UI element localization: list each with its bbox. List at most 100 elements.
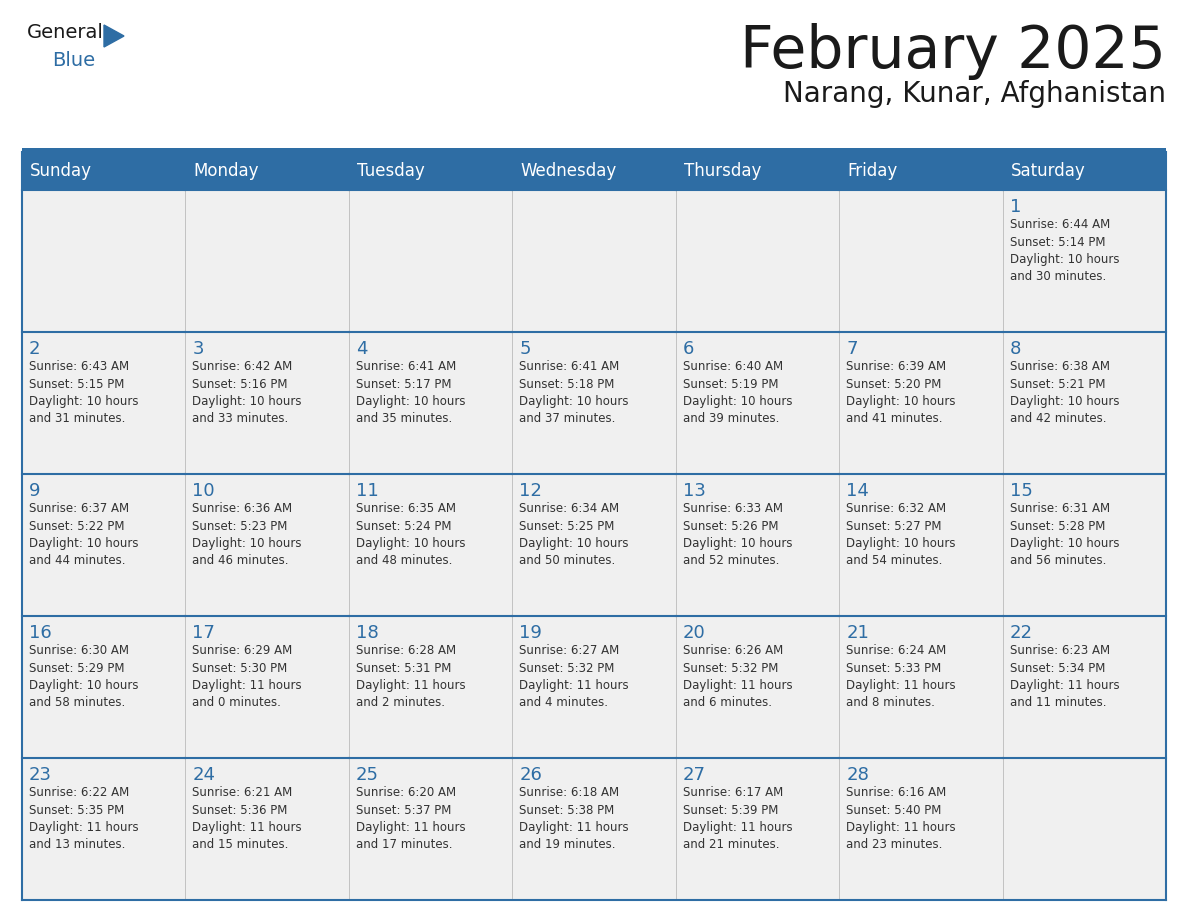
Text: 11: 11 [356,482,379,500]
Text: 26: 26 [519,766,542,784]
Text: Sunrise: 6:23 AM
Sunset: 5:34 PM
Daylight: 11 hours
and 11 minutes.: Sunrise: 6:23 AM Sunset: 5:34 PM Dayligh… [1010,644,1119,710]
Text: Tuesday: Tuesday [356,162,424,180]
Text: Sunrise: 6:30 AM
Sunset: 5:29 PM
Daylight: 10 hours
and 58 minutes.: Sunrise: 6:30 AM Sunset: 5:29 PM Dayligh… [29,644,139,710]
Text: 12: 12 [519,482,542,500]
Text: Sunrise: 6:33 AM
Sunset: 5:26 PM
Daylight: 10 hours
and 52 minutes.: Sunrise: 6:33 AM Sunset: 5:26 PM Dayligh… [683,502,792,567]
Bar [185,190,349,332]
Bar [23,474,185,616]
Text: Sunrise: 6:27 AM
Sunset: 5:32 PM
Daylight: 11 hours
and 4 minutes.: Sunrise: 6:27 AM Sunset: 5:32 PM Dayligh… [519,644,628,710]
Bar [512,190,676,332]
Text: 20: 20 [683,624,706,642]
Text: Sunrise: 6:26 AM
Sunset: 5:32 PM
Daylight: 11 hours
and 6 minutes.: Sunrise: 6:26 AM Sunset: 5:32 PM Dayligh… [683,644,792,710]
Text: 27: 27 [683,766,706,784]
Text: 16: 16 [29,624,52,642]
Text: 22: 22 [1010,624,1032,642]
Text: Sunrise: 6:38 AM
Sunset: 5:21 PM
Daylight: 10 hours
and 42 minutes.: Sunrise: 6:38 AM Sunset: 5:21 PM Dayligh… [1010,360,1119,426]
Text: 7: 7 [846,340,858,358]
Bar [1003,474,1165,616]
Text: 5: 5 [519,340,531,358]
Text: 19: 19 [519,624,542,642]
Bar [1003,616,1165,758]
Polygon shape [105,25,124,47]
Bar [349,616,512,758]
Text: Narang, Kunar, Afghanistan: Narang, Kunar, Afghanistan [783,80,1165,108]
Bar [349,474,512,616]
Text: Sunrise: 6:28 AM
Sunset: 5:31 PM
Daylight: 11 hours
and 2 minutes.: Sunrise: 6:28 AM Sunset: 5:31 PM Dayligh… [356,644,466,710]
Bar [512,616,676,758]
Text: 28: 28 [846,766,868,784]
Bar [349,332,512,474]
Bar [185,616,349,758]
Text: 14: 14 [846,482,868,500]
Text: Monday: Monday [194,162,259,180]
Text: Sunrise: 6:22 AM
Sunset: 5:35 PM
Daylight: 11 hours
and 13 minutes.: Sunrise: 6:22 AM Sunset: 5:35 PM Dayligh… [29,786,139,852]
Bar [185,758,349,900]
Text: Sunrise: 6:18 AM
Sunset: 5:38 PM
Daylight: 11 hours
and 19 minutes.: Sunrise: 6:18 AM Sunset: 5:38 PM Dayligh… [519,786,628,852]
Text: 15: 15 [1010,482,1032,500]
Text: 8: 8 [1010,340,1020,358]
Bar [23,148,1165,152]
Text: 3: 3 [192,340,204,358]
Text: 21: 21 [846,624,868,642]
Bar [839,616,1003,758]
Text: General: General [27,23,103,42]
Text: 13: 13 [683,482,706,500]
Bar [512,758,676,900]
Bar [676,474,839,616]
Bar [839,758,1003,900]
Text: Sunrise: 6:44 AM
Sunset: 5:14 PM
Daylight: 10 hours
and 30 minutes.: Sunrise: 6:44 AM Sunset: 5:14 PM Dayligh… [1010,218,1119,284]
Text: Sunrise: 6:31 AM
Sunset: 5:28 PM
Daylight: 10 hours
and 56 minutes.: Sunrise: 6:31 AM Sunset: 5:28 PM Dayligh… [1010,502,1119,567]
Text: Saturday: Saturday [1011,162,1086,180]
Text: Sunrise: 6:42 AM
Sunset: 5:16 PM
Daylight: 10 hours
and 33 minutes.: Sunrise: 6:42 AM Sunset: 5:16 PM Dayligh… [192,360,302,426]
Bar [676,190,839,332]
Bar [1003,758,1165,900]
Bar [23,758,185,900]
Text: Sunrise: 6:39 AM
Sunset: 5:20 PM
Daylight: 10 hours
and 41 minutes.: Sunrise: 6:39 AM Sunset: 5:20 PM Dayligh… [846,360,955,426]
Bar [839,190,1003,332]
Text: 2: 2 [29,340,40,358]
Text: 6: 6 [683,340,694,358]
Bar [23,332,185,474]
Text: Sunrise: 6:36 AM
Sunset: 5:23 PM
Daylight: 10 hours
and 46 minutes.: Sunrise: 6:36 AM Sunset: 5:23 PM Dayligh… [192,502,302,567]
Text: Sunrise: 6:24 AM
Sunset: 5:33 PM
Daylight: 11 hours
and 8 minutes.: Sunrise: 6:24 AM Sunset: 5:33 PM Dayligh… [846,644,956,710]
Text: Sunrise: 6:37 AM
Sunset: 5:22 PM
Daylight: 10 hours
and 44 minutes.: Sunrise: 6:37 AM Sunset: 5:22 PM Dayligh… [29,502,139,567]
Text: Thursday: Thursday [684,162,762,180]
Bar [23,190,185,332]
Bar [676,758,839,900]
Text: Sunrise: 6:41 AM
Sunset: 5:17 PM
Daylight: 10 hours
and 35 minutes.: Sunrise: 6:41 AM Sunset: 5:17 PM Dayligh… [356,360,466,426]
Text: Sunrise: 6:35 AM
Sunset: 5:24 PM
Daylight: 10 hours
and 48 minutes.: Sunrise: 6:35 AM Sunset: 5:24 PM Dayligh… [356,502,466,567]
Text: Sunrise: 6:41 AM
Sunset: 5:18 PM
Daylight: 10 hours
and 37 minutes.: Sunrise: 6:41 AM Sunset: 5:18 PM Dayligh… [519,360,628,426]
Bar [349,190,512,332]
Bar [1003,190,1165,332]
Text: 1: 1 [1010,198,1020,216]
Text: 18: 18 [356,624,379,642]
Bar [185,332,349,474]
Bar [512,474,676,616]
Bar [1003,332,1165,474]
Bar [676,616,839,758]
Text: Friday: Friday [847,162,897,180]
Text: Sunrise: 6:40 AM
Sunset: 5:19 PM
Daylight: 10 hours
and 39 minutes.: Sunrise: 6:40 AM Sunset: 5:19 PM Dayligh… [683,360,792,426]
Text: Sunrise: 6:43 AM
Sunset: 5:15 PM
Daylight: 10 hours
and 31 minutes.: Sunrise: 6:43 AM Sunset: 5:15 PM Dayligh… [29,360,139,426]
Bar [23,616,185,758]
Text: 24: 24 [192,766,215,784]
Bar [839,474,1003,616]
Text: Sunrise: 6:16 AM
Sunset: 5:40 PM
Daylight: 11 hours
and 23 minutes.: Sunrise: 6:16 AM Sunset: 5:40 PM Dayligh… [846,786,956,852]
Text: Sunrise: 6:20 AM
Sunset: 5:37 PM
Daylight: 11 hours
and 17 minutes.: Sunrise: 6:20 AM Sunset: 5:37 PM Dayligh… [356,786,466,852]
Text: 9: 9 [29,482,40,500]
Bar [185,474,349,616]
Bar [512,332,676,474]
Bar [839,332,1003,474]
Text: 17: 17 [192,624,215,642]
Text: 4: 4 [356,340,367,358]
Text: February 2025: February 2025 [740,23,1165,80]
Bar [676,332,839,474]
Text: Blue: Blue [52,51,95,70]
Bar [23,152,1165,190]
Text: Sunrise: 6:34 AM
Sunset: 5:25 PM
Daylight: 10 hours
and 50 minutes.: Sunrise: 6:34 AM Sunset: 5:25 PM Dayligh… [519,502,628,567]
Text: Wednesday: Wednesday [520,162,617,180]
Text: 23: 23 [29,766,52,784]
Text: Sunrise: 6:21 AM
Sunset: 5:36 PM
Daylight: 11 hours
and 15 minutes.: Sunrise: 6:21 AM Sunset: 5:36 PM Dayligh… [192,786,302,852]
Text: Sunrise: 6:17 AM
Sunset: 5:39 PM
Daylight: 11 hours
and 21 minutes.: Sunrise: 6:17 AM Sunset: 5:39 PM Dayligh… [683,786,792,852]
Text: 25: 25 [356,766,379,784]
